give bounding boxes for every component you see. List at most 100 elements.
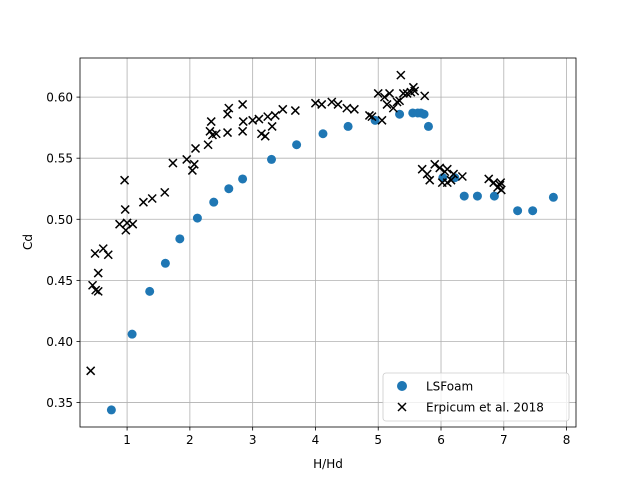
data-point-lsfoam — [266, 154, 276, 164]
y-tick-label: 0.45 — [46, 274, 73, 288]
legend-box — [382, 372, 570, 422]
data-point-erpicum-et-al-2018 — [422, 169, 432, 179]
plot-area-frame — [79, 57, 577, 428]
legend: LSFoam Erpicum et al. 2018 — [382, 372, 570, 422]
data-point-erpicum-et-al-2018 — [190, 143, 201, 153]
data-point-erpicum-et-al-2018 — [93, 286, 103, 296]
data-points — [86, 70, 558, 415]
data-point-erpicum-et-al-2018 — [98, 244, 108, 254]
data-point-erpicum-et-al-2018 — [496, 178, 506, 188]
data-point-erpicum-et-al-2018 — [327, 97, 337, 107]
data-point-erpicum-et-al-2018 — [364, 110, 374, 120]
data-point-erpicum-et-al-2018 — [410, 86, 420, 96]
x-axis-label: H/Hd — [313, 457, 343, 471]
data-point-erpicum-et-al-2018 — [395, 96, 405, 106]
data-point-lsfoam — [192, 213, 202, 223]
data-point-erpicum-et-al-2018 — [342, 103, 352, 113]
data-point-erpicum-et-al-2018 — [425, 175, 435, 185]
data-point-erpicum-et-al-2018 — [484, 174, 494, 184]
data-point-lsfoam — [513, 206, 523, 216]
y-tick-label: 0.55 — [46, 152, 73, 166]
data-point-erpicum-et-al-2018 — [435, 163, 445, 173]
y-tick-label: 0.35 — [46, 396, 73, 410]
data-point-lsfoam — [318, 129, 328, 139]
x-tick-label: 5 — [374, 433, 382, 447]
y-axis-label: Cd — [21, 234, 35, 250]
data-point-erpicum-et-al-2018 — [189, 159, 199, 169]
data-point-erpicum-et-al-2018 — [90, 248, 100, 259]
data-point-erpicum-et-al-2018 — [489, 178, 499, 188]
data-point-lsfoam — [160, 258, 170, 268]
data-point-erpicum-et-al-2018 — [382, 99, 392, 109]
data-point-erpicum-et-al-2018 — [263, 112, 273, 122]
x-tick-label: 3 — [249, 433, 257, 447]
data-point-lsfoam — [472, 191, 482, 201]
data-point-lsfoam — [209, 197, 219, 207]
data-point-erpicum-et-al-2018 — [270, 110, 280, 120]
data-point-erpicum-et-al-2018 — [367, 112, 377, 122]
data-point-lsfoam — [127, 329, 137, 339]
x-tick-label: 4 — [312, 433, 320, 447]
axis-ticks: 1 2 3 4 5 6 7 8 0.35 0.40 0.45 0.50 0.55 0.60 — [46, 91, 570, 447]
x-tick-label: 8 — [563, 433, 571, 447]
data-point-erpicum-et-al-2018 — [392, 97, 402, 107]
data-point-erpicum-et-al-2018 — [203, 140, 213, 150]
data-point-erpicum-et-al-2018 — [373, 88, 383, 98]
data-point-lsfoam — [459, 191, 469, 201]
data-point-erpicum-et-al-2018 — [238, 126, 248, 136]
data-point-erpicum-et-al-2018 — [91, 285, 101, 295]
data-point-erpicum-et-al-2018 — [224, 103, 234, 113]
data-point-erpicum-et-al-2018 — [379, 92, 390, 102]
data-point-erpicum-et-al-2018 — [333, 99, 343, 109]
data-point-lsfoam — [292, 140, 302, 150]
data-point-erpicum-et-al-2018 — [120, 204, 130, 215]
data-point-erpicum-et-al-2018 — [254, 114, 264, 124]
legend-label-erpicum: Erpicum et al. 2018 — [426, 401, 544, 415]
data-point-erpicum-et-al-2018 — [182, 154, 192, 164]
data-point-erpicum-et-al-2018 — [398, 88, 408, 98]
x-tick-label: 7 — [500, 433, 508, 447]
data-point-erpicum-et-al-2018 — [317, 99, 327, 109]
y-tick-label: 0.60 — [46, 91, 73, 105]
data-point-lsfoam — [423, 121, 433, 131]
data-point-erpicum-et-al-2018 — [160, 187, 170, 197]
data-point-erpicum-et-al-2018 — [211, 129, 221, 139]
data-point-erpicum-et-al-2018 — [446, 175, 456, 185]
x-tick-label: 6 — [437, 433, 445, 447]
data-point-erpicum-et-al-2018 — [168, 158, 178, 168]
data-point-lsfoam — [145, 286, 155, 296]
data-point-erpicum-et-al-2018 — [206, 117, 216, 127]
data-point-erpicum-et-al-2018 — [377, 115, 387, 125]
data-point-lsfoam — [419, 109, 429, 119]
data-point-erpicum-et-al-2018 — [290, 106, 300, 116]
data-point-erpicum-et-al-2018 — [147, 193, 157, 204]
legend-marker-lsfoam — [397, 381, 407, 391]
data-point-erpicum-et-al-2018 — [238, 117, 248, 127]
data-point-erpicum-et-al-2018 — [278, 104, 288, 114]
data-point-lsfoam — [343, 121, 353, 131]
data-point-lsfoam — [548, 192, 558, 202]
data-point-erpicum-et-al-2018 — [457, 171, 467, 182]
data-point-erpicum-et-al-2018 — [430, 159, 440, 169]
data-point-erpicum-et-al-2018 — [223, 128, 233, 138]
data-point-erpicum-et-al-2018 — [138, 197, 148, 207]
data-point-lsfoam — [224, 184, 234, 194]
data-point-erpicum-et-al-2018 — [86, 366, 96, 376]
data-point-erpicum-et-al-2018 — [238, 99, 248, 109]
x-tick-label: 2 — [186, 433, 194, 447]
data-point-erpicum-et-al-2018 — [120, 175, 130, 185]
data-point-erpicum-et-al-2018 — [384, 88, 395, 98]
data-point-erpicum-et-al-2018 — [449, 169, 459, 179]
data-point-erpicum-et-al-2018 — [442, 164, 452, 174]
data-point-lsfoam — [175, 234, 185, 244]
data-point-lsfoam — [106, 405, 116, 415]
y-tick-label: 0.40 — [46, 335, 73, 349]
data-point-erpicum-et-al-2018 — [103, 250, 113, 260]
data-point-lsfoam — [528, 206, 538, 216]
y-tick-label: 0.50 — [46, 213, 73, 227]
data-point-erpicum-et-al-2018 — [349, 104, 359, 114]
legend-marker-erpicum — [397, 402, 407, 412]
data-point-erpicum-et-al-2018 — [260, 131, 270, 141]
data-point-erpicum-et-al-2018 — [93, 268, 103, 278]
